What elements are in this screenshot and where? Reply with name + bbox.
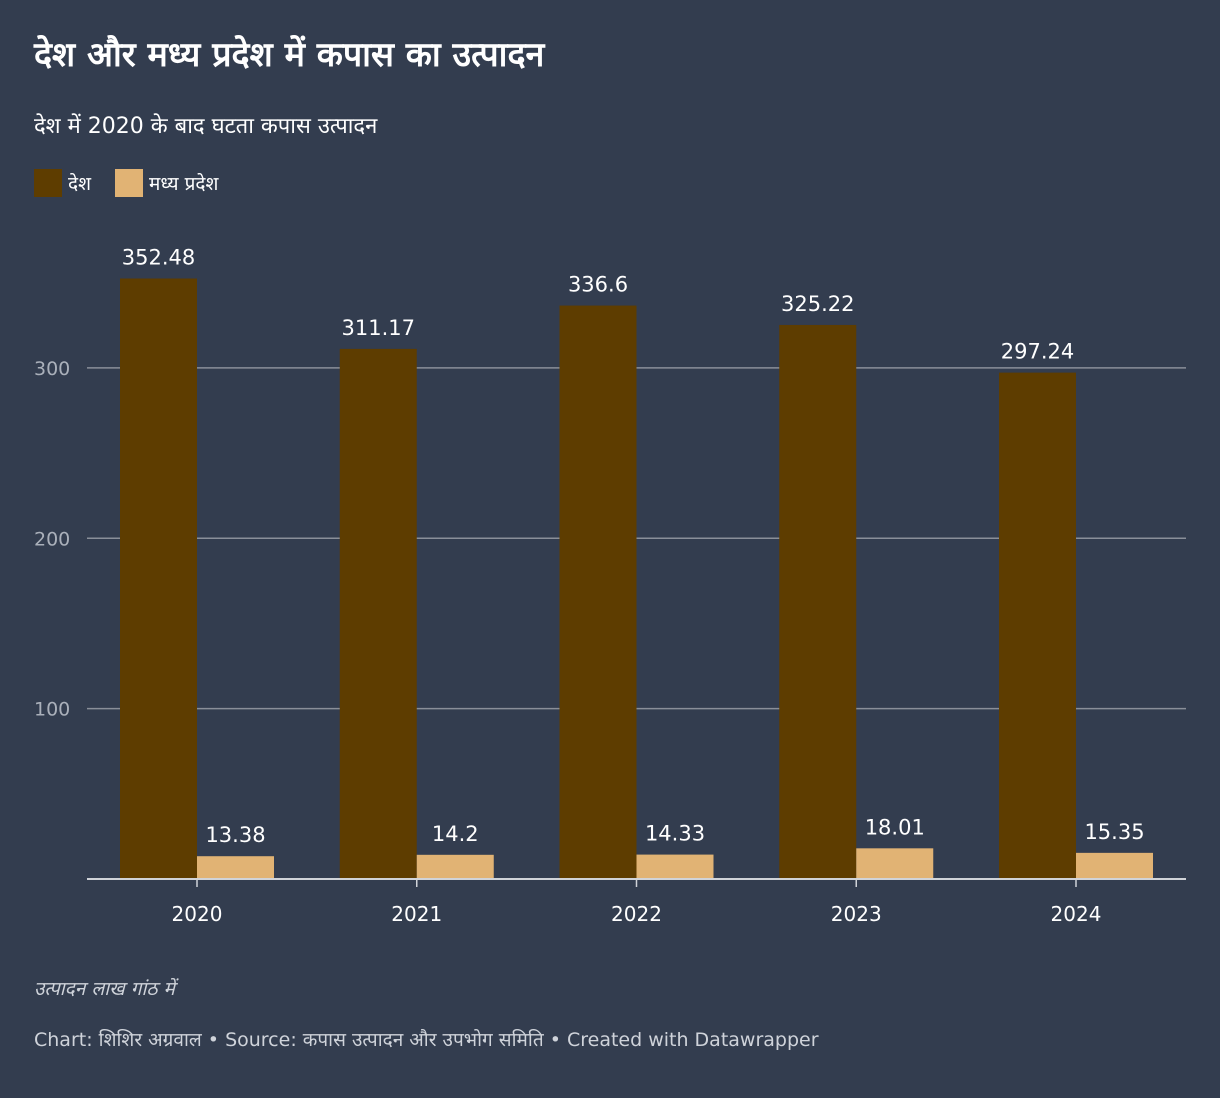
x-tick-label: 2020: [172, 902, 223, 926]
legend-label-mp: मध्य प्रदेश: [149, 173, 219, 195]
footer: Chart: शिशिर अग्रवाल • Source: कपास उत्प…: [34, 1026, 819, 1052]
legend-swatch-desh: [34, 169, 62, 197]
x-tick-label: 2023: [831, 902, 882, 926]
data-label: 14.33: [645, 822, 705, 846]
data-label: 352.48: [122, 246, 195, 270]
chart-title: देश और मध्य प्रदेश में कपास का उत्पादन: [34, 35, 545, 75]
bar-desh: [779, 324, 857, 879]
y-tick-label: 300: [34, 358, 70, 380]
data-label: 15.35: [1084, 820, 1144, 844]
data-label: 311.17: [342, 316, 415, 340]
bar-mp: [416, 854, 494, 879]
x-tick-label: 2024: [1051, 902, 1102, 926]
data-label: 297.24: [1001, 340, 1074, 364]
legend: देश मध्य प्रदेश: [34, 169, 242, 197]
y-tick-label: 200: [34, 528, 70, 550]
data-label: 336.6: [568, 273, 628, 297]
bar-mp: [636, 854, 714, 879]
bar-desh: [999, 372, 1076, 879]
legend-item-desh: देश: [34, 169, 91, 197]
legend-label-desh: देश: [68, 173, 92, 195]
data-label: 13.38: [205, 823, 265, 847]
bar-mp: [856, 848, 934, 879]
bar-desh: [120, 278, 197, 879]
data-label: 14.2: [432, 822, 479, 846]
footer-chart-credit: Chart: शिशिर अग्रवाल: [34, 1029, 202, 1051]
bar-desh: [559, 305, 637, 879]
footer-separator: •: [207, 1029, 220, 1051]
footer-separator: •: [549, 1029, 561, 1051]
unit-note: उत्पादन लाख गांठ में: [34, 978, 175, 1000]
data-label: 18.01: [865, 815, 925, 839]
legend-item-mp: मध्य प्रदेश: [115, 169, 218, 197]
y-tick-label: 100: [34, 699, 70, 721]
footer-datawrapper-credit: Created with Datawrapper: [566, 1029, 819, 1051]
x-tick-label: 2021: [391, 902, 442, 926]
bar-desh: [339, 348, 417, 880]
chart-subtitle: देश में 2020 के बाद घटता कपास उत्पादन: [34, 114, 378, 139]
legend-swatch-mp: [115, 169, 144, 197]
bar-mp: [197, 856, 274, 879]
data-label: 325.22: [781, 292, 854, 316]
x-tick-label: 2022: [611, 902, 662, 926]
footer-source: Source: कपास उत्पादन और उपभोग समिति: [225, 1029, 544, 1051]
bar-mp: [1076, 852, 1153, 879]
